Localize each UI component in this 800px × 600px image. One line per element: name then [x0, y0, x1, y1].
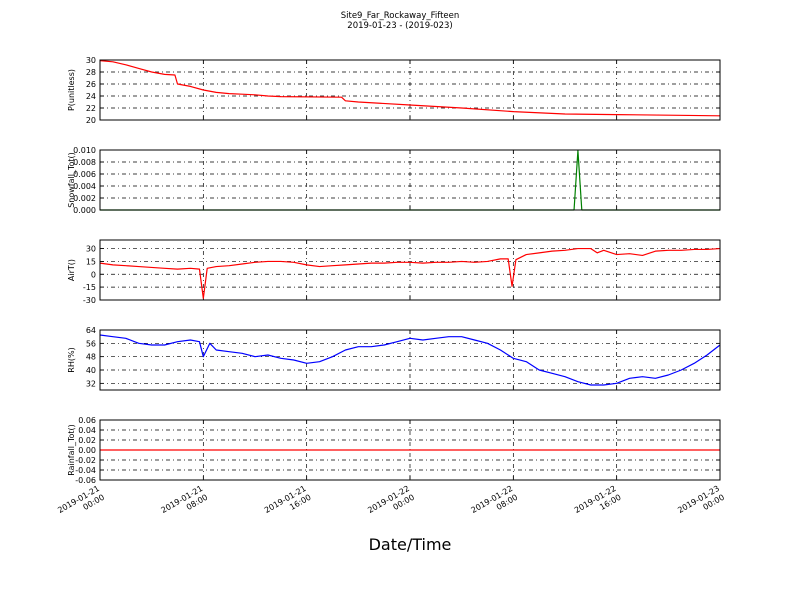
series-line [99, 60, 721, 117]
y-tick-label: 0.000 [73, 206, 96, 215]
plot-frame [99, 329, 721, 391]
y-axis-label: Rainfall_Tot() [67, 424, 76, 476]
series-line [99, 247, 721, 299]
y-tick-label: 40 [86, 366, 96, 375]
y-tick-label: 20 [86, 116, 96, 125]
y-tick-label: -0.06 [75, 476, 96, 485]
y-tick-label: 24 [86, 92, 96, 101]
x-tick-label: 2019-01-2116:00 [263, 484, 313, 524]
y-tick-label: 0.004 [73, 182, 96, 191]
panel-4: -0.06-0.04-0.020.000.020.040.06Rainfall_… [67, 416, 721, 485]
y-tick-label: -15 [83, 283, 96, 292]
x-tick-label: 2019-01-2300:00 [676, 484, 726, 524]
series-line [99, 334, 721, 386]
y-tick-label: 0.010 [73, 146, 96, 155]
panel-3: 32 40 48 56 64 RH(%) [67, 326, 721, 391]
y-tick-label: 0 [91, 270, 96, 279]
plot-frame [99, 239, 721, 301]
x-tick-label: 2019-01-2108:00 [160, 484, 210, 524]
y-axis-label: AirT() [67, 259, 76, 281]
y-tick-label: 0.02 [78, 436, 96, 445]
y-tick-label: 48 [86, 353, 96, 362]
figure-subtitle: 2019-01-23 - (2019-023) [347, 21, 453, 31]
y-tick-label: 26 [86, 80, 96, 89]
x-tick-label: 2019-01-2100:00 [56, 484, 106, 524]
y-tick-label: 0.06 [78, 416, 96, 425]
plot-frame [99, 419, 721, 481]
y-tick-label: -30 [83, 296, 96, 305]
y-tick-label: 28 [86, 68, 96, 77]
y-tick-label: 0.006 [73, 170, 96, 179]
y-axis-label: P(unitless) [67, 69, 76, 111]
y-tick-label: 22 [86, 104, 96, 113]
y-tick-label: -0.04 [75, 466, 96, 475]
y-tick-label: 56 [86, 339, 96, 348]
panel-0: 20 22 24 26 28 30 P(unitless) [67, 56, 721, 125]
x-tick-label: 2019-01-2200:00 [366, 484, 416, 524]
x-axis-label: Date/Time [369, 535, 452, 554]
y-tick-label: -0.02 [75, 456, 96, 465]
figure-title: Site9_Far_Rockaway_Fifteen [340, 11, 460, 21]
y-tick-label: 0.00 [78, 446, 96, 455]
plot-frame [99, 59, 721, 121]
panel-1: 0.000 0.002 0.004 0.006 0.008 0.010Snowfall_T… [67, 146, 721, 215]
y-tick-label: 30 [86, 56, 96, 65]
y-tick-label: 64 [86, 326, 96, 335]
y-axis-label: RH(%) [67, 347, 76, 372]
y-tick-label: 30 [86, 245, 96, 254]
y-tick-label: 32 [86, 379, 96, 388]
panel-2: -30 -15 0 15 30 AirT() [67, 239, 721, 305]
x-tick-label: 2019-01-2208:00 [470, 484, 520, 524]
x-tick-label: 2019-01-2216:00 [573, 484, 623, 524]
y-tick-label: 15 [86, 257, 96, 266]
plot-frame [99, 149, 721, 211]
y-tick-label: 0.008 [73, 158, 96, 167]
y-tick-label: 0.002 [73, 194, 96, 203]
y-tick-label: 0.04 [78, 426, 96, 435]
y-axis-label: Snowfall_Tot() [67, 152, 76, 208]
